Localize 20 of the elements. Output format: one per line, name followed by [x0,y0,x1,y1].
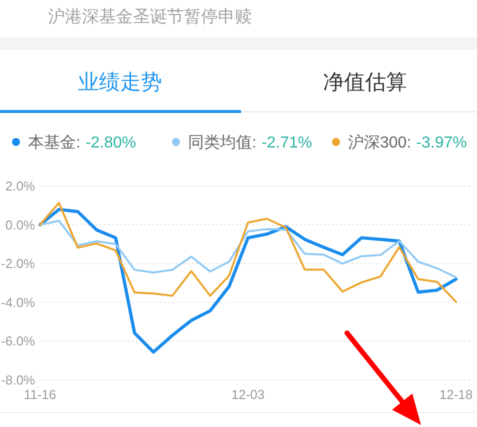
legend-label: 本基金: [28,134,80,152]
y-tick-label: -6.0% [1,334,36,349]
notice-text: 沪港深基金圣诞节暂停申赎 [48,7,252,26]
x-tick-label: 11-16 [24,387,56,402]
y-tick-label: 0.0% [5,217,36,232]
tab-active: 业绩走势 [0,71,241,113]
y-tick-label: -8.0% [1,372,36,388]
line-series [39,202,457,303]
legend-item: 本基金: -2.80% [12,134,136,152]
y-tick-label: -4.0% [1,294,36,310]
y-tick-label: -2.0% [1,256,36,272]
legend-item: 沪深300: -3.97% [332,134,467,152]
legend-item: 同类均值: -2.71% [172,134,312,152]
line-series [39,220,457,278]
tab: 净值估算 [241,71,477,112]
y-tick-label: 2.0% [5,178,36,194]
x-tick-label: 12-18 [439,387,473,402]
legend-label: 沪深300: [348,134,412,152]
legend-label: 同类均值: [188,134,256,152]
x-tick-label: 12-03 [231,387,265,402]
